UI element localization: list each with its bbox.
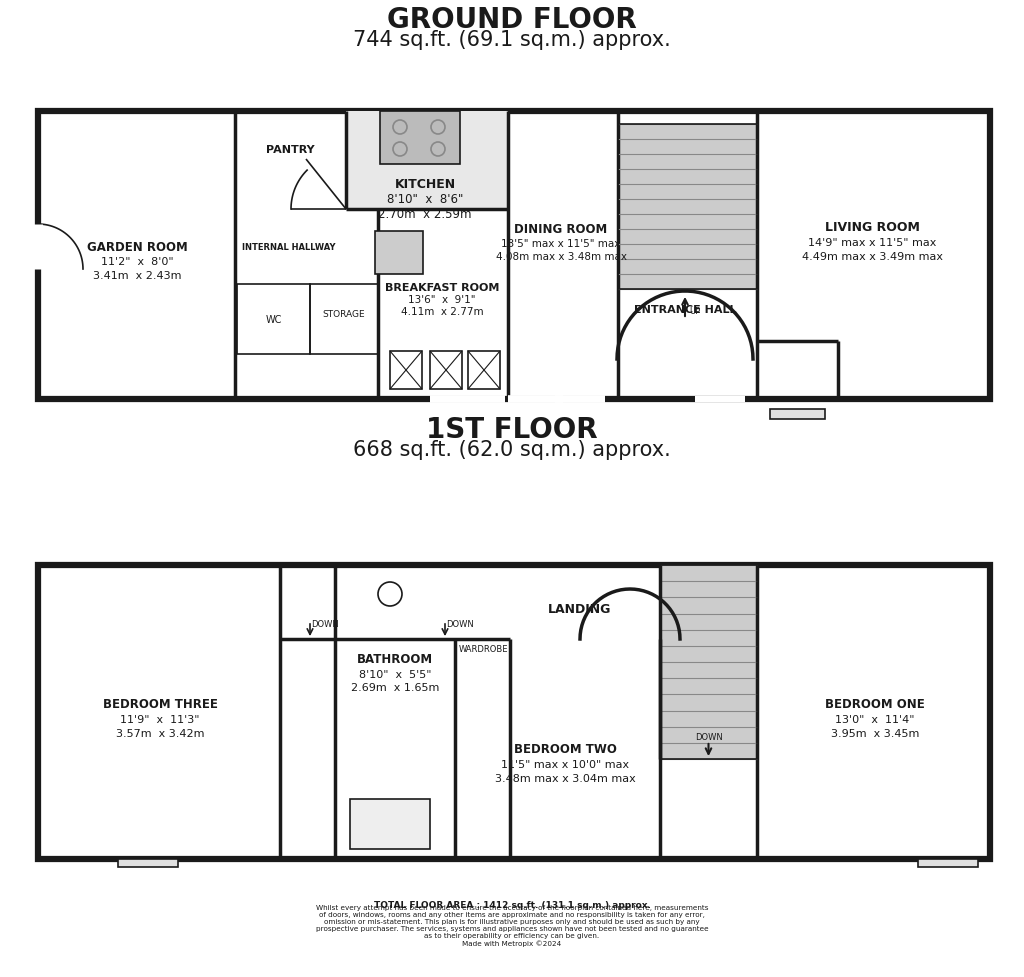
Text: 11'2"  x  8'0": 11'2" x 8'0" — [100, 257, 173, 267]
Text: BEDROOM TWO: BEDROOM TWO — [514, 743, 616, 756]
Bar — [38, 112, 990, 400]
Text: 11'5" max x 10'0" max: 11'5" max x 10'0" max — [501, 759, 629, 769]
Text: DOWN: DOWN — [694, 733, 722, 742]
Text: 3.41m  x 2.43m: 3.41m x 2.43m — [93, 271, 181, 280]
Bar — [118, 859, 178, 868]
Bar — [375, 232, 423, 275]
Text: UP: UP — [689, 307, 700, 317]
Bar — [618, 125, 757, 290]
Text: 13'6"  x  9'1": 13'6" x 9'1" — [409, 295, 476, 305]
Text: 4.49m max x 3.49m max: 4.49m max x 3.49m max — [802, 252, 942, 262]
Text: WARDROBE: WARDROBE — [459, 645, 508, 654]
Bar — [660, 566, 757, 759]
Text: BEDROOM ONE: BEDROOM ONE — [825, 698, 925, 711]
Text: 11'9"  x  11'3": 11'9" x 11'3" — [120, 714, 200, 724]
Bar — [430, 352, 462, 390]
Text: 744 sq.ft. (69.1 sq.m.) approx.: 744 sq.ft. (69.1 sq.m.) approx. — [353, 30, 671, 50]
Bar — [38, 566, 990, 859]
Bar — [346, 112, 508, 210]
Text: ENTRANCE HALL: ENTRANCE HALL — [634, 305, 736, 315]
Text: 3.95m  x 3.45m: 3.95m x 3.45m — [830, 728, 920, 739]
Bar — [918, 859, 978, 868]
Text: 4.11m  x 2.77m: 4.11m x 2.77m — [400, 307, 483, 317]
Text: 13'5" max x 11'5" max: 13'5" max x 11'5" max — [502, 238, 621, 249]
Text: GROUND FLOOR: GROUND FLOOR — [387, 6, 637, 34]
Text: 2.69m  x 1.65m: 2.69m x 1.65m — [351, 682, 439, 693]
Text: BATHROOM: BATHROOM — [357, 653, 433, 665]
Text: Whilst every attempt has been made to ensure the accuracy of the floorplan conta: Whilst every attempt has been made to en… — [315, 904, 709, 946]
Bar — [660, 566, 757, 759]
Text: GARDEN ROOM: GARDEN ROOM — [87, 241, 187, 254]
Text: KITCHEN: KITCHEN — [394, 179, 456, 191]
Text: BREAKFAST ROOM: BREAKFAST ROOM — [385, 282, 499, 293]
Text: 8'10"  x  5'5": 8'10" x 5'5" — [358, 669, 431, 679]
Bar — [350, 799, 430, 849]
Text: PANTRY: PANTRY — [265, 145, 314, 154]
Bar — [618, 125, 757, 290]
Text: 3.57m  x 3.42m: 3.57m x 3.42m — [116, 728, 204, 739]
Text: 14'9" max x 11'5" max: 14'9" max x 11'5" max — [808, 237, 936, 248]
Text: INTERNAL HALLWAY: INTERNAL HALLWAY — [243, 243, 336, 252]
Text: 13'0"  x  11'4": 13'0" x 11'4" — [836, 714, 914, 724]
Text: 1ST FLOOR: 1ST FLOOR — [426, 415, 598, 444]
Text: 8'10"  x  8'6": 8'10" x 8'6" — [387, 193, 463, 206]
Text: DINING ROOM: DINING ROOM — [514, 224, 607, 236]
Text: LANDING: LANDING — [548, 603, 611, 616]
Text: STORAGE: STORAGE — [323, 310, 366, 319]
Bar — [770, 409, 825, 419]
Text: 4.08m max x 3.48m max: 4.08m max x 3.48m max — [496, 252, 627, 262]
Bar — [468, 352, 500, 390]
Text: LIVING ROOM: LIVING ROOM — [824, 221, 920, 234]
Text: BEDROOM THREE: BEDROOM THREE — [102, 698, 217, 711]
Bar — [380, 112, 460, 165]
Text: 668 sq.ft. (62.0 sq.m.) approx.: 668 sq.ft. (62.0 sq.m.) approx. — [353, 440, 671, 459]
Text: TOTAL FLOOR AREA : 1412 sq.ft. (131.1 sq.m.) approx.: TOTAL FLOOR AREA : 1412 sq.ft. (131.1 sq… — [374, 901, 650, 910]
Text: 3.48m max x 3.04m max: 3.48m max x 3.04m max — [495, 773, 635, 784]
Text: 2.70m  x 2.59m: 2.70m x 2.59m — [378, 208, 472, 221]
Text: DOWN: DOWN — [446, 619, 474, 629]
Text: DOWN: DOWN — [311, 619, 339, 629]
Bar — [310, 284, 378, 355]
Bar — [237, 284, 310, 355]
Text: WC: WC — [265, 315, 282, 324]
Bar — [390, 352, 422, 390]
